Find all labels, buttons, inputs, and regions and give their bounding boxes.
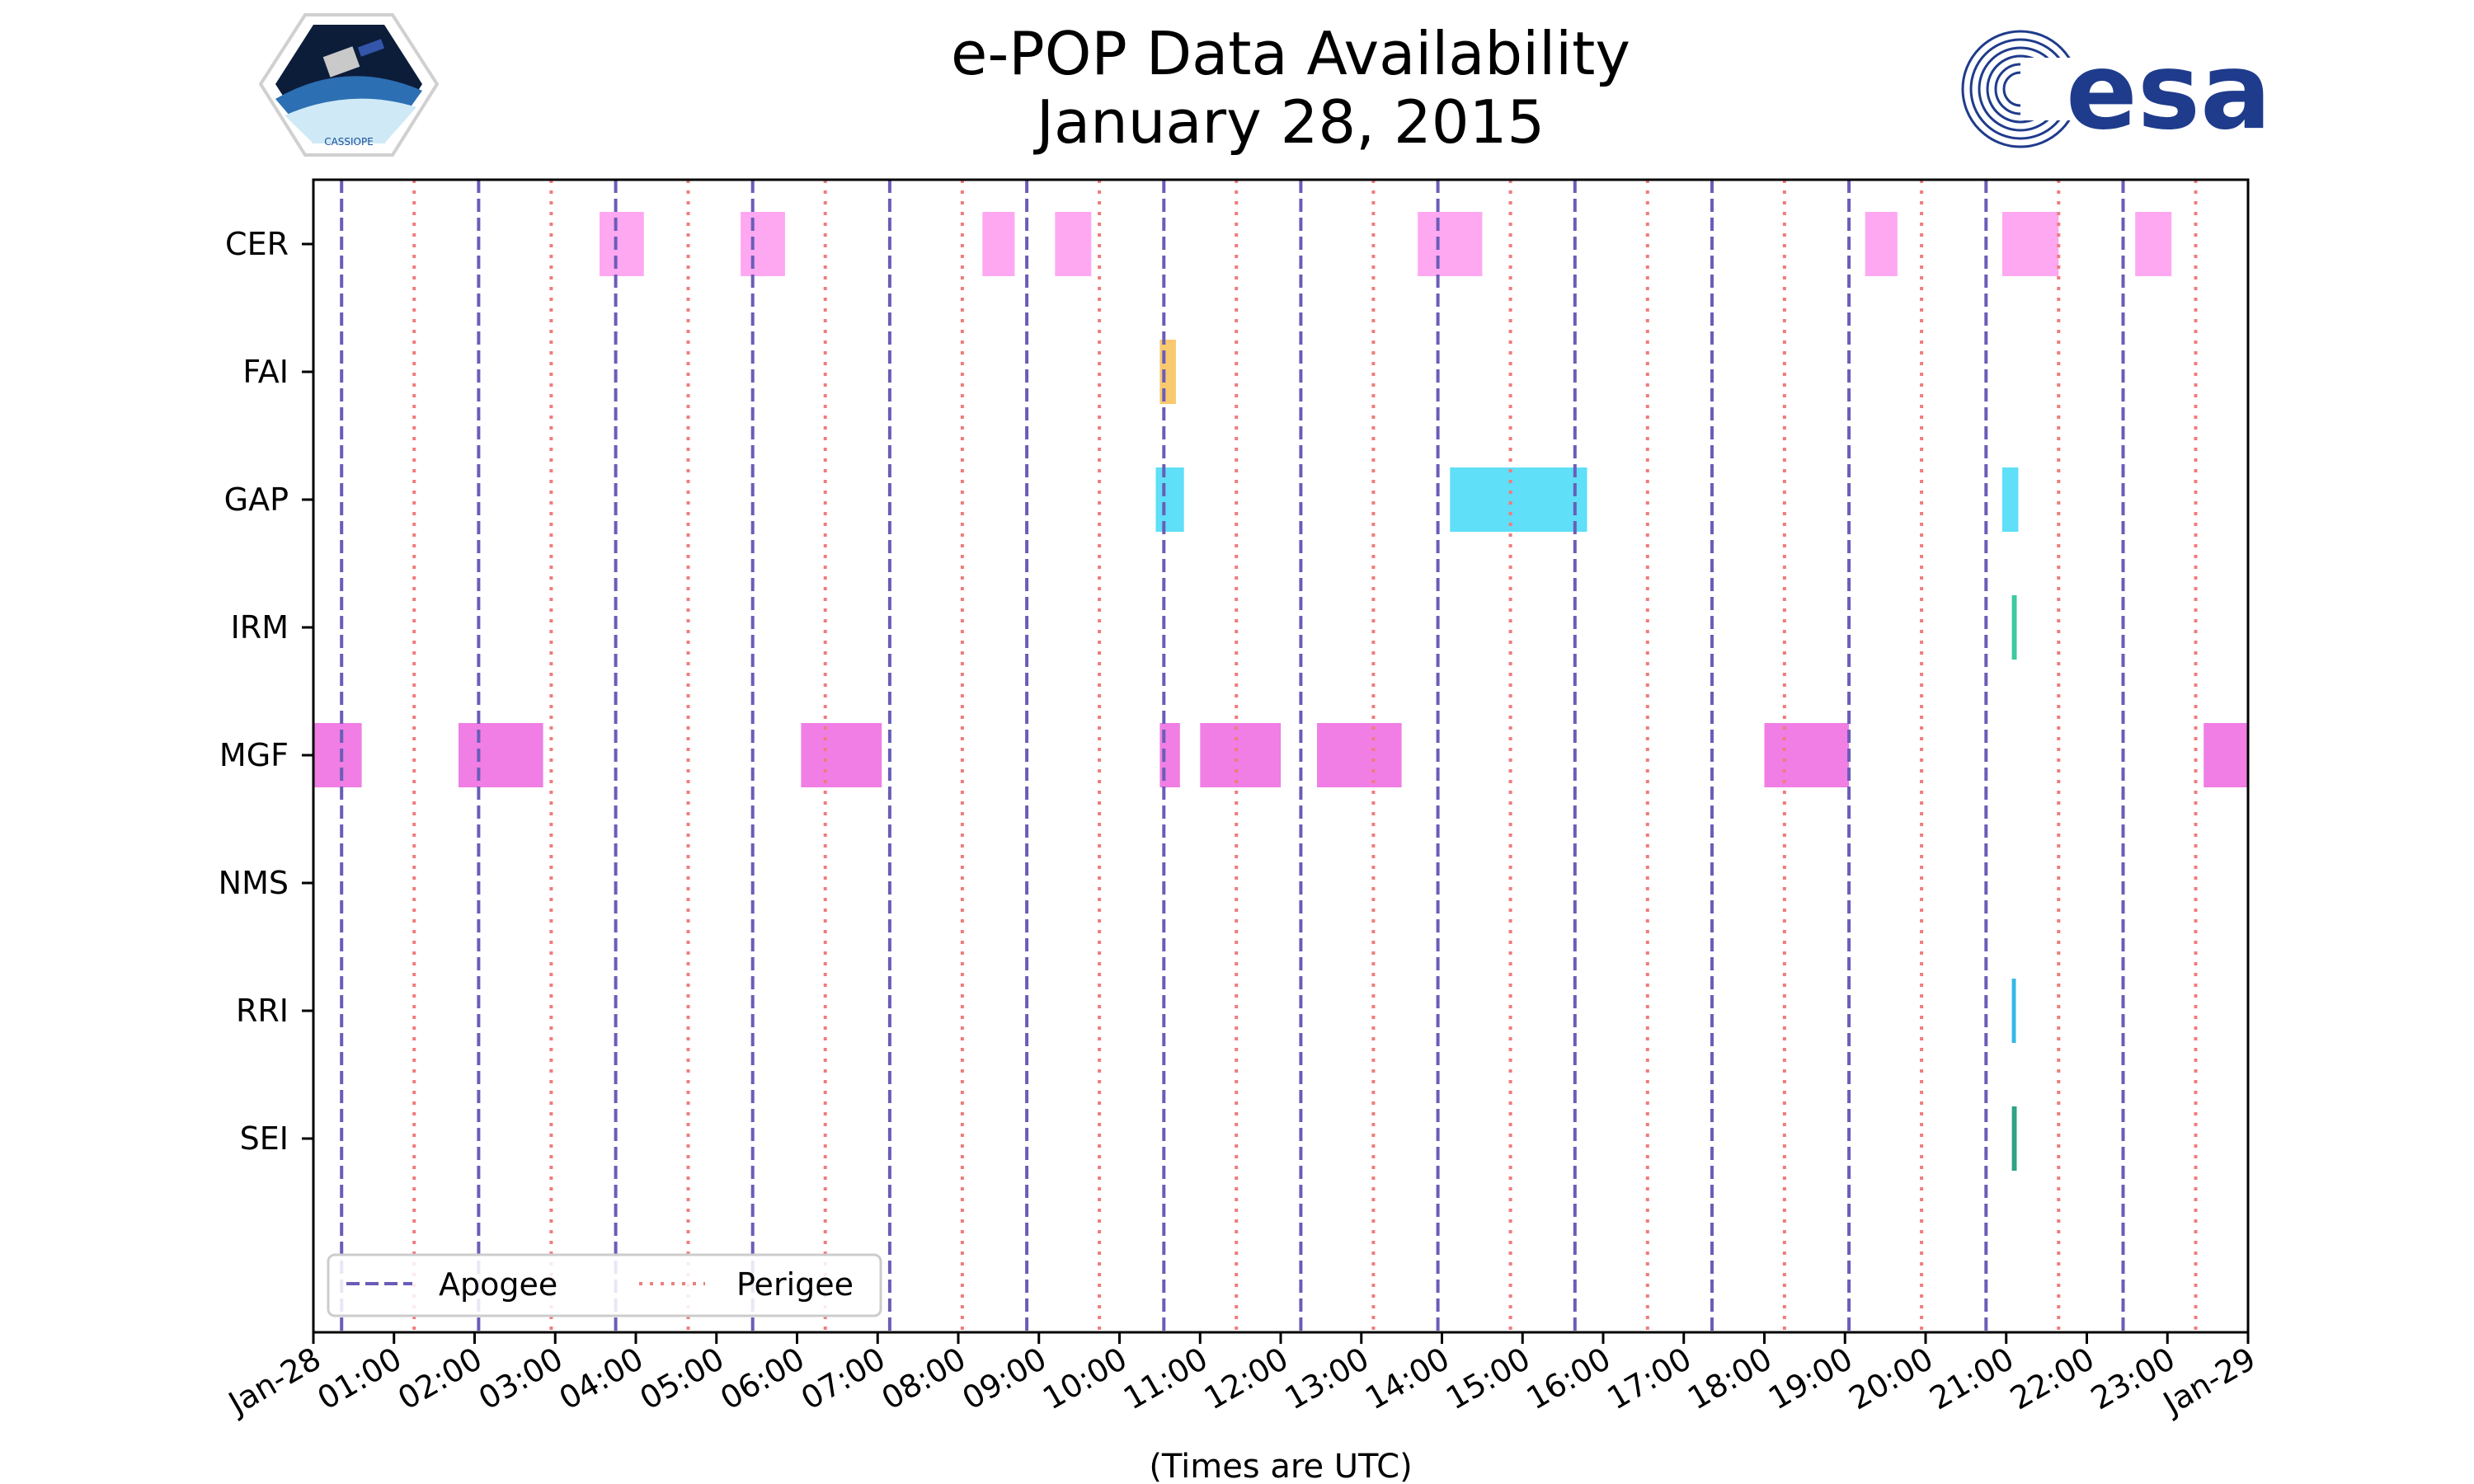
bar-gap-1 (1450, 467, 1587, 532)
esa-logo: esa (1961, 30, 2271, 153)
x-tick-label-12: 12:00 (1198, 1341, 1295, 1417)
bar-cer-6 (2001, 212, 2059, 276)
x-tick-label-1: 01:00 (311, 1341, 407, 1417)
y-tick-label-cer: CER (225, 226, 289, 262)
y-tick-label-sei: SEI (240, 1120, 289, 1157)
y-tick-label-rri: RRI (236, 993, 289, 1029)
x-tick-label-6: 06:00 (714, 1341, 811, 1417)
x-tick-label-9: 09:00 (956, 1341, 1052, 1417)
x-tick-label-17: 17:00 (1601, 1341, 1697, 1417)
y-tick-label-mgf: MGF (219, 737, 289, 773)
legend-apogee-label: Apogee (439, 1266, 557, 1303)
x-tick-label-22: 22:00 (2004, 1341, 2100, 1417)
x-tick-label-11: 11:00 (1117, 1341, 1214, 1417)
x-axis: Jan-2801:0002:0003:0004:0005:0006:0007:0… (221, 1332, 2262, 1422)
esa-logo-text: esa (2066, 31, 2271, 153)
y-tick-label-gap: GAP (224, 481, 289, 518)
bar-cer-3 (1055, 212, 1092, 276)
bar-cer-7 (2135, 212, 2172, 276)
bar-mgf-5 (1317, 723, 1402, 787)
x-tick-label-20: 20:00 (1843, 1341, 1940, 1417)
bar-cer-4 (1418, 212, 1483, 276)
x-tick-label-19: 19:00 (1762, 1341, 1859, 1417)
x-tick-label-21: 21:00 (1923, 1341, 2020, 1417)
x-tick-label-24: Jan-29 (2156, 1341, 2261, 1422)
reference-lines-layer (340, 180, 2198, 1332)
chart-subtitle: January 28, 2015 (1033, 87, 1545, 157)
bar-mgf-0 (313, 723, 362, 787)
bar-mgf-1 (459, 723, 543, 787)
x-tick-label-10: 10:00 (1037, 1341, 1133, 1417)
bar-cer-0 (600, 212, 644, 276)
bars-layer (313, 212, 2248, 1171)
bar-mgf-4 (1200, 723, 1282, 787)
y-tick-label-nms: NMS (219, 865, 289, 901)
y-axis: CER FAI GAP IRM MGF NMS RRI SEI (219, 226, 313, 1157)
bar-gap-0 (1155, 467, 1184, 532)
x-tick-label-18: 18:00 (1681, 1341, 1778, 1417)
bar-irm-0 (2011, 595, 2017, 660)
bar-rri-0 (2011, 979, 2016, 1043)
bar-cer-1 (741, 212, 785, 276)
bar-cer-2 (982, 212, 1015, 276)
x-tick-label-16: 16:00 (1521, 1341, 1617, 1417)
x-tick-label-14: 14:00 (1359, 1341, 1456, 1417)
x-tick-label-15: 15:00 (1440, 1341, 1536, 1417)
cassiope-logo: CASSIOPE (258, 13, 440, 157)
y-tick-label-fai: FAI (242, 354, 289, 390)
x-tick-label-5: 05:00 (633, 1341, 730, 1417)
x-tick-label-13: 13:00 (1278, 1341, 1375, 1417)
x-tick-label-3: 03:00 (473, 1341, 569, 1417)
y-tick-label-irm: IRM (231, 609, 289, 646)
bar-mgf-7 (2204, 723, 2248, 787)
bar-cer-5 (1865, 212, 1898, 276)
x-tick-label-7: 07:00 (795, 1341, 891, 1417)
legend: Apogee Perigee (327, 1253, 882, 1317)
legend-perigee-label: Perigee (736, 1266, 854, 1303)
legend-box (327, 1253, 882, 1317)
bar-gap-2 (2001, 467, 2019, 532)
x-tick-label-4: 04:00 (553, 1341, 650, 1417)
cassiope-logo-text: CASSIOPE (324, 136, 374, 148)
bar-mgf-6 (1764, 723, 1850, 787)
x-tick-label-8: 08:00 (876, 1341, 972, 1417)
bar-mgf-2 (801, 723, 882, 787)
x-tick-label-0: Jan-28 (221, 1341, 327, 1422)
bar-sei-0 (2011, 1106, 2017, 1171)
chart-title: e-POP Data Availability (951, 19, 1630, 88)
x-axis-label: (Times are UTC) (1149, 1448, 1412, 1484)
x-tick-label-2: 02:00 (392, 1341, 488, 1417)
